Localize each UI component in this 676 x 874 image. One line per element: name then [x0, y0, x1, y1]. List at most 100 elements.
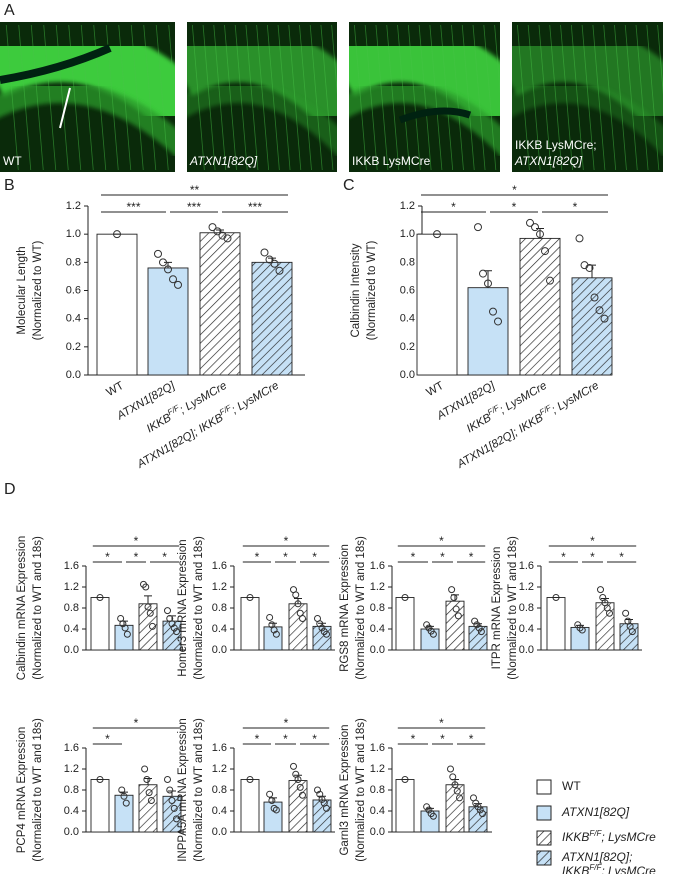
y-axis-label: ITPR mRNA Expression — [491, 547, 503, 670]
significance-label: ** — [190, 183, 200, 197]
data-point — [141, 765, 149, 773]
y-axis-label: Calbindin mRNA Expression — [16, 536, 28, 680]
data-point — [113, 230, 121, 239]
data-point — [142, 583, 150, 591]
data-point — [456, 794, 463, 802]
bar — [468, 806, 488, 833]
chart: 0.0 0.2 0.4 0.6 0.8 1.0 1.2 Calbindin Intensity… — [350, 183, 613, 471]
dendrite — [288, 24, 302, 171]
bar — [420, 628, 440, 651]
data-point — [164, 607, 171, 615]
bar — [395, 597, 415, 651]
y-tick-label: 1.2 — [212, 581, 227, 593]
data-point — [552, 594, 560, 601]
bar — [263, 626, 283, 651]
data-point — [213, 227, 222, 236]
data-point — [474, 223, 482, 232]
scale-line — [59, 87, 71, 129]
data-point — [270, 259, 279, 268]
y-tick-label: 0.0 — [66, 369, 81, 381]
dendrite — [224, 24, 237, 171]
data-point — [472, 799, 480, 807]
data-point — [170, 624, 178, 632]
y-tick-label: 0.8 — [212, 784, 227, 796]
data-point — [266, 790, 274, 798]
y-tick-label: 0.4 — [519, 623, 534, 635]
dendrite — [614, 24, 627, 171]
chart: 0.0 0.2 0.4 0.6 0.8 1.0 1.2 Molecular Length (No… — [16, 183, 305, 471]
dendrite — [245, 24, 259, 171]
data-point — [575, 234, 584, 243]
bar — [240, 597, 260, 651]
significance-label: * — [284, 534, 289, 548]
data-point — [272, 630, 280, 638]
significance-label: * — [451, 200, 456, 214]
y-tick-label: 0.2 — [66, 341, 81, 353]
panel-label: B — [4, 177, 15, 194]
micrograph — [349, 22, 500, 172]
data-point — [119, 620, 127, 628]
data-point — [323, 630, 330, 638]
significance-label: * — [469, 550, 474, 564]
data-point — [450, 594, 458, 601]
dendrite — [570, 24, 584, 171]
y-tick-label: 1.2 — [370, 581, 385, 593]
data-point — [318, 624, 326, 632]
chart: 0.0 0.4 0.8 1.2 1.6 Garnl3 mRNA Expression (No… — [339, 716, 492, 862]
dendrite — [646, 24, 660, 171]
dendrite — [635, 24, 649, 171]
y-tick-label: 1.6 — [370, 742, 385, 754]
data-point — [268, 797, 276, 804]
legend-swatch — [536, 830, 552, 846]
y-tick-label: 0.8 — [519, 602, 534, 614]
image-caption: IKKB LysMCre; — [515, 138, 597, 152]
dendrite — [80, 24, 94, 171]
y-axis-label: (Normalized to WT and 18s) — [32, 536, 44, 680]
dendrite — [386, 24, 400, 171]
y-tick-label: 1.2 — [64, 581, 79, 593]
significance-label: * — [469, 732, 474, 746]
data-point — [122, 799, 130, 807]
data-point — [164, 776, 171, 783]
dendrite — [657, 24, 663, 96]
tissue-layer — [349, 81, 500, 156]
y-tick-label: 0.8 — [212, 602, 227, 614]
dendrite — [168, 24, 175, 106]
dendrite — [494, 24, 500, 96]
bar — [619, 623, 639, 651]
y-axis-label: RGS8 mRNA Expression — [339, 544, 351, 672]
dendrite — [256, 24, 270, 171]
legend-swatch — [536, 779, 552, 795]
dendrite — [155, 24, 169, 171]
y-tick-label: 0.2 — [400, 341, 415, 353]
y-tick-label: 1.6 — [64, 742, 79, 754]
significance-label: * — [284, 716, 289, 730]
error-bar — [625, 619, 633, 624]
data-point — [484, 279, 492, 288]
panel-label: C — [343, 177, 355, 194]
significance-label: * — [134, 550, 139, 564]
chart: 0.0 0.4 0.8 1.2 1.6 Calbindin mRNA Expression… — [16, 534, 186, 680]
significance-label: * — [590, 550, 595, 564]
dendrite — [375, 24, 389, 171]
data-point — [166, 786, 174, 794]
y-tick-label: 0.0 — [400, 369, 415, 381]
data-point — [294, 600, 302, 608]
y-tick-label: 1.0 — [400, 228, 415, 240]
data-point — [272, 806, 280, 814]
significance-label: * — [440, 732, 445, 746]
data-point — [265, 255, 274, 264]
dendrite — [234, 24, 248, 171]
error-bar — [216, 229, 224, 233]
error-bar — [269, 622, 277, 627]
legend-label: ATXN1[82Q] — [561, 805, 630, 819]
image-caption: WT — [3, 154, 22, 168]
panel-label: A — [4, 2, 15, 19]
legend-swatch — [536, 805, 552, 821]
data-point — [170, 804, 178, 812]
dendrite — [483, 24, 497, 171]
y-tick-label: 1.2 — [400, 200, 415, 212]
data-point — [292, 591, 300, 599]
data-point — [173, 628, 180, 636]
data-point — [536, 230, 544, 239]
